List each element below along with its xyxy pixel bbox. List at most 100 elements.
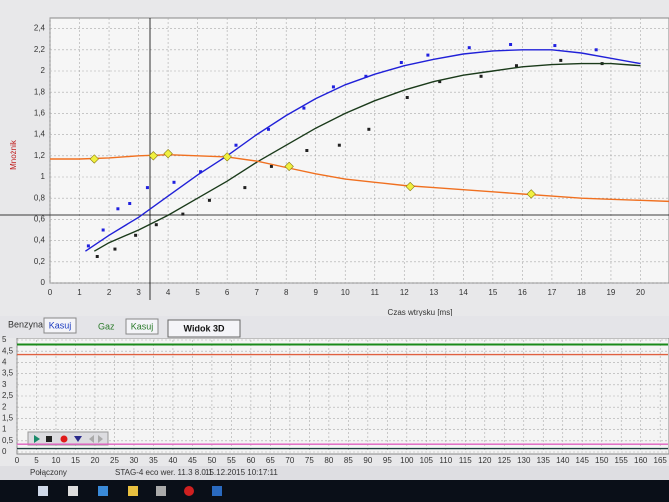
data-point bbox=[154, 223, 158, 227]
store-icon[interactable] bbox=[156, 486, 166, 496]
forward-button[interactable] bbox=[98, 435, 103, 443]
load-button[interactable] bbox=[74, 436, 82, 442]
x-tick-label: 25 bbox=[110, 456, 119, 465]
data-point bbox=[266, 127, 270, 131]
x-tick-label: 150 bbox=[595, 456, 609, 465]
data-point bbox=[145, 186, 149, 190]
x-tick-label: 125 bbox=[498, 456, 512, 465]
main-plot-area bbox=[49, 17, 669, 284]
view-3d-button[interactable] bbox=[167, 319, 241, 338]
toolbar bbox=[0, 316, 669, 338]
explorer-icon[interactable] bbox=[128, 486, 138, 496]
y-tick-label: 0,8 bbox=[34, 193, 46, 202]
petrol-clear-button[interactable] bbox=[43, 317, 77, 334]
data-point bbox=[234, 143, 238, 147]
data-point bbox=[399, 61, 403, 65]
y-tick-label: 1,2 bbox=[34, 151, 46, 160]
gas-label: Gaz bbox=[98, 321, 115, 331]
view-3d-text: Widok 3D bbox=[184, 323, 225, 333]
grid-layer bbox=[16, 18, 669, 453]
x-tick-label: 15 bbox=[71, 456, 80, 465]
y-tick-label: 2 bbox=[2, 402, 7, 411]
y-tick-label: 2,2 bbox=[34, 45, 46, 54]
x-tick-label: 20 bbox=[91, 456, 100, 465]
y-tick-label: 0,5 bbox=[2, 436, 14, 445]
x-tick-label: 160 bbox=[634, 456, 648, 465]
x-tick-label: 0 bbox=[48, 288, 53, 297]
data-point bbox=[479, 74, 483, 78]
x-tick-label: 6 bbox=[225, 288, 230, 297]
data-point bbox=[163, 149, 173, 159]
play-button[interactable] bbox=[34, 435, 40, 443]
x-tick-label: 10 bbox=[52, 456, 61, 465]
data-point bbox=[367, 127, 371, 131]
data-point bbox=[243, 186, 247, 190]
app-icon[interactable] bbox=[212, 486, 222, 496]
y-tick-label: 3,5 bbox=[2, 369, 14, 378]
y-tick-label: 4 bbox=[2, 358, 7, 367]
data-point bbox=[426, 53, 430, 57]
y-axis-title: Mnożnik bbox=[9, 139, 18, 170]
y-tick-label: 1,4 bbox=[34, 130, 46, 139]
series-line bbox=[85, 49, 641, 252]
status-connection: Połączony bbox=[30, 468, 67, 477]
edge-icon[interactable] bbox=[98, 486, 108, 496]
x-tick-label: 10 bbox=[341, 288, 350, 297]
data-point bbox=[467, 46, 471, 50]
x-tick-label: 35 bbox=[149, 456, 158, 465]
x-tick-label: 16 bbox=[518, 288, 527, 297]
data-point bbox=[331, 85, 335, 89]
gas-clear-text: Kasuj bbox=[131, 321, 154, 331]
y-tick-label: 0 bbox=[2, 447, 7, 456]
data-point bbox=[284, 161, 294, 172]
x-tick-label: 165 bbox=[654, 456, 668, 465]
back-button[interactable] bbox=[89, 435, 94, 443]
data-point bbox=[113, 247, 117, 251]
task-view-icon[interactable] bbox=[68, 486, 78, 496]
data-point bbox=[116, 207, 120, 211]
data-point bbox=[337, 143, 341, 147]
record-button[interactable] bbox=[60, 435, 68, 443]
x-tick-label: 11 bbox=[371, 288, 380, 297]
data-point bbox=[509, 43, 513, 46]
x-tick-label: 5 bbox=[34, 456, 39, 465]
y-tick-label: 2 bbox=[41, 66, 46, 75]
petrol-label: Benzyna bbox=[8, 319, 43, 329]
x-tick-label: 120 bbox=[478, 456, 492, 465]
x-tick-label: 17 bbox=[547, 288, 556, 297]
x-axis-title: Czas wtrysku [ms] bbox=[388, 308, 453, 317]
x-tick-label: 85 bbox=[344, 456, 353, 465]
y-tick-label: 0,4 bbox=[34, 236, 46, 245]
x-tick-label: 50 bbox=[207, 456, 216, 465]
x-tick-label: 2 bbox=[107, 288, 112, 297]
x-tick-label: 130 bbox=[517, 456, 531, 465]
data-point bbox=[101, 228, 105, 232]
data-point bbox=[405, 181, 415, 192]
y-tick-label: 0 bbox=[41, 278, 46, 287]
x-tick-label: 155 bbox=[615, 456, 629, 465]
y-tick-label: 3 bbox=[2, 380, 7, 389]
y-tick-label: 4,5 bbox=[2, 346, 14, 355]
status-datetime: 15.12.2015 10:17:11 bbox=[205, 468, 278, 477]
data-point bbox=[526, 189, 536, 199]
data-point bbox=[269, 164, 273, 168]
stop-button[interactable] bbox=[46, 436, 52, 442]
data-point bbox=[181, 212, 185, 216]
petrol-clear-text: Kasuj bbox=[49, 320, 72, 330]
data-point bbox=[514, 64, 518, 68]
x-tick-label: 140 bbox=[556, 456, 570, 465]
y-tick-label: 5 bbox=[2, 335, 7, 344]
data-point bbox=[438, 80, 442, 84]
data-point bbox=[128, 202, 132, 205]
start-icon[interactable] bbox=[38, 486, 48, 496]
opera-icon[interactable] bbox=[184, 486, 194, 496]
x-tick-label: 105 bbox=[420, 456, 434, 465]
x-tick-label: 145 bbox=[576, 456, 590, 465]
data-point bbox=[207, 198, 211, 202]
data-point bbox=[172, 180, 176, 184]
x-tick-label: 115 bbox=[459, 456, 472, 465]
gas-clear-button[interactable] bbox=[125, 318, 159, 335]
x-tick-label: 65 bbox=[266, 456, 275, 465]
series-line bbox=[93, 62, 641, 252]
data-point bbox=[199, 170, 203, 174]
